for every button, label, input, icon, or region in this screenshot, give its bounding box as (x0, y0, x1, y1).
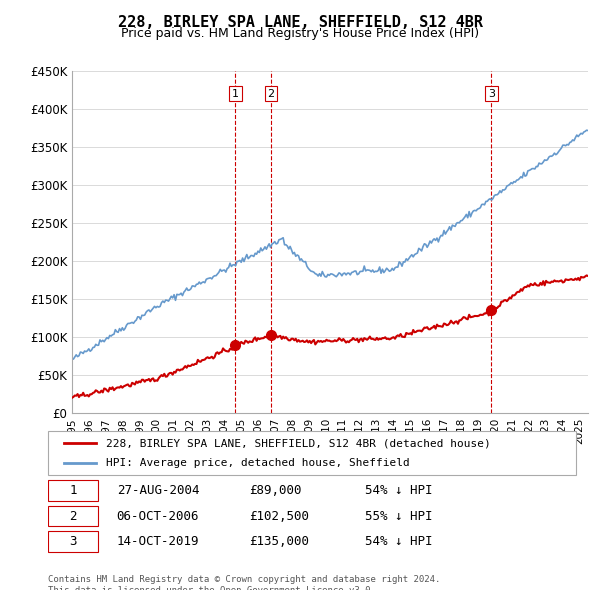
FancyBboxPatch shape (48, 480, 98, 501)
Text: 54% ↓ HPI: 54% ↓ HPI (365, 484, 432, 497)
Text: £135,000: £135,000 (248, 535, 308, 548)
Text: 1: 1 (232, 88, 239, 99)
Text: 3: 3 (488, 88, 495, 99)
FancyBboxPatch shape (48, 431, 576, 475)
Text: 2: 2 (268, 88, 275, 99)
Text: 14-OCT-2019: 14-OCT-2019 (116, 535, 199, 548)
Text: 1: 1 (69, 484, 77, 497)
Text: Contains HM Land Registry data © Crown copyright and database right 2024.
This d: Contains HM Land Registry data © Crown c… (48, 575, 440, 590)
Text: 228, BIRLEY SPA LANE, SHEFFIELD, S12 4BR (detached house): 228, BIRLEY SPA LANE, SHEFFIELD, S12 4BR… (106, 438, 491, 448)
Text: 2: 2 (69, 510, 77, 523)
FancyBboxPatch shape (48, 506, 98, 526)
Text: 27-AUG-2004: 27-AUG-2004 (116, 484, 199, 497)
Text: 55% ↓ HPI: 55% ↓ HPI (365, 510, 432, 523)
Text: 06-OCT-2006: 06-OCT-2006 (116, 510, 199, 523)
FancyBboxPatch shape (48, 531, 98, 552)
Text: 228, BIRLEY SPA LANE, SHEFFIELD, S12 4BR: 228, BIRLEY SPA LANE, SHEFFIELD, S12 4BR (118, 15, 482, 30)
Text: 54% ↓ HPI: 54% ↓ HPI (365, 535, 432, 548)
Text: Price paid vs. HM Land Registry's House Price Index (HPI): Price paid vs. HM Land Registry's House … (121, 27, 479, 40)
Text: £102,500: £102,500 (248, 510, 308, 523)
Text: £89,000: £89,000 (248, 484, 301, 497)
Text: HPI: Average price, detached house, Sheffield: HPI: Average price, detached house, Shef… (106, 458, 410, 467)
Text: 3: 3 (69, 535, 77, 548)
